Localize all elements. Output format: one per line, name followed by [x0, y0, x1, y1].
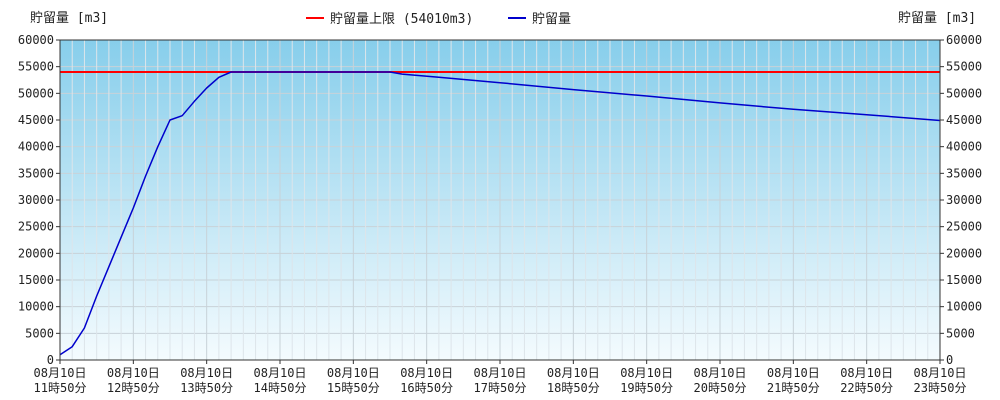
y-tick-label-left: 25000: [18, 220, 54, 234]
y-tick-label-right: 50000: [946, 86, 982, 100]
series-layer: [59, 70, 941, 356]
y-tick-label-right: 25000: [946, 220, 982, 234]
y-axis-label-right: 貯留量 [m3]: [898, 11, 976, 26]
ticks: 0 0 5000 5000 10000 10000 15000 15000 20000 20000…: [18, 33, 982, 395]
y-tick-label-left: 45000: [18, 113, 54, 127]
x-tick-label-time: 13時50分: [180, 381, 233, 395]
x-tick-label-date: 08月10日: [840, 366, 893, 380]
legend: 貯留量上限 (54010m3) 貯留量: [306, 12, 571, 27]
y-tick-label-right: 60000: [946, 33, 982, 47]
x-tick-label-date: 08月10日: [767, 366, 820, 380]
x-tick-label-time: 12時50分: [107, 381, 160, 395]
y-tick-label-left: 0: [47, 353, 54, 367]
y-tick-label-left: 15000: [18, 273, 54, 287]
y-tick-label-right: 55000: [946, 60, 982, 74]
x-tick-label-date: 08月10日: [34, 366, 87, 380]
x-tick-label-date: 08月10日: [180, 366, 233, 380]
x-tick-label-time: 23時50分: [914, 381, 967, 395]
y-tick-label-right: 0: [946, 353, 953, 367]
y-tick-label-left: 20000: [18, 246, 54, 260]
x-tick-label-time: 11時50分: [34, 381, 87, 395]
x-tick-label-time: 15時50分: [327, 381, 380, 395]
x-tick-label-time: 20時50分: [694, 381, 747, 395]
legend-label-storage: 貯留量: [532, 12, 571, 27]
y-tick-label-right: 35000: [946, 166, 982, 180]
x-tick-label-date: 08月10日: [474, 366, 527, 380]
x-tick-label-date: 08月10日: [327, 366, 380, 380]
x-tick-label-date: 08月10日: [694, 366, 747, 380]
x-tick-label-time: 19時50分: [620, 381, 673, 395]
x-tick-label-time: 16時50分: [400, 381, 453, 395]
x-tick-label-time: 21時50分: [767, 381, 820, 395]
y-tick-label-left: 55000: [18, 60, 54, 74]
x-tick-label-date: 08月10日: [254, 366, 307, 380]
y-tick-label-left: 60000: [18, 33, 54, 47]
x-tick-label-date: 08月10日: [914, 366, 967, 380]
x-tick-label-date: 08月10日: [400, 366, 453, 380]
y-tick-label-right: 5000: [946, 326, 975, 340]
x-tick-label-time: 18時50分: [547, 381, 600, 395]
y-tick-label-right: 30000: [946, 193, 982, 207]
y-tick-label-right: 45000: [946, 113, 982, 127]
x-tick-label-date: 08月10日: [107, 366, 160, 380]
series-storage-line: [59, 71, 941, 356]
legend-label-limit: 貯留量上限 (54010m3): [330, 12, 473, 27]
y-axis-label-left: 貯留量 [m3]: [30, 11, 108, 26]
x-tick-label-date: 08月10日: [547, 366, 600, 380]
y-tick-label-right: 20000: [946, 246, 982, 260]
y-tick-label-left: 35000: [18, 166, 54, 180]
y-tick-label-left: 5000: [25, 326, 54, 340]
x-tick-label-time: 14時50分: [254, 381, 307, 395]
x-tick-label-time: 17時50分: [474, 381, 527, 395]
y-tick-label-left: 10000: [18, 300, 54, 314]
y-tick-label-left: 40000: [18, 140, 54, 154]
y-tick-label-right: 15000: [946, 273, 982, 287]
x-tick-label-time: 22時50分: [840, 381, 893, 395]
y-tick-label-left: 30000: [18, 193, 54, 207]
y-tick-label-right: 10000: [946, 300, 982, 314]
y-tick-label-right: 40000: [946, 140, 982, 154]
x-tick-label-date: 08月10日: [620, 366, 673, 380]
grid: [59, 39, 941, 361]
y-tick-label-left: 50000: [18, 86, 54, 100]
